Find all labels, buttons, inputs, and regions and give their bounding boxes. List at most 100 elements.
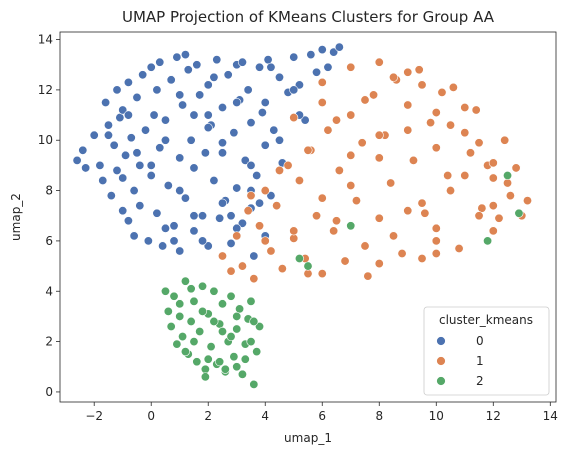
scatter-point-cluster-2 bbox=[235, 305, 243, 313]
x-tick-label: 14 bbox=[543, 409, 558, 423]
scatter-point-cluster-2 bbox=[233, 363, 241, 371]
scatter-point-cluster-0 bbox=[176, 247, 184, 255]
scatter-point-cluster-1 bbox=[375, 154, 383, 162]
scatter-point-cluster-0 bbox=[107, 191, 115, 199]
scatter-point-cluster-1 bbox=[438, 88, 446, 96]
scatter-point-cluster-1 bbox=[489, 227, 497, 235]
scatter-point-cluster-1 bbox=[418, 199, 426, 207]
scatter-point-cluster-1 bbox=[489, 201, 497, 209]
scatter-point-cluster-0 bbox=[224, 71, 232, 79]
y-tick-label: 10 bbox=[38, 133, 53, 147]
scatter-point-cluster-1 bbox=[426, 118, 434, 126]
scatter-point-cluster-1 bbox=[489, 174, 497, 182]
scatter-point-cluster-1 bbox=[290, 227, 298, 235]
scatter-point-cluster-2 bbox=[227, 292, 235, 300]
scatter-point-cluster-1 bbox=[478, 204, 486, 212]
scatter-point-cluster-0 bbox=[153, 209, 161, 217]
scatter-point-cluster-1 bbox=[432, 249, 440, 257]
scatter-point-cluster-2 bbox=[193, 358, 201, 366]
scatter-point-cluster-2 bbox=[247, 337, 255, 345]
scatter-point-cluster-2 bbox=[190, 297, 198, 305]
scatter-point-cluster-1 bbox=[358, 139, 366, 147]
scatter-point-cluster-0 bbox=[124, 78, 132, 86]
scatter-point-cluster-2 bbox=[195, 327, 203, 335]
scatter-point-cluster-0 bbox=[90, 131, 98, 139]
scatter-point-cluster-2 bbox=[198, 282, 206, 290]
scatter-point-cluster-1 bbox=[443, 171, 451, 179]
scatter-point-cluster-1 bbox=[449, 83, 457, 91]
scatter-point-cluster-2 bbox=[233, 312, 241, 320]
scatter-point-cluster-1 bbox=[466, 149, 474, 157]
scatter-point-cluster-2 bbox=[252, 347, 260, 355]
scatter-point-cluster-1 bbox=[404, 126, 412, 134]
scatter-point-cluster-1 bbox=[455, 244, 463, 252]
scatter-point-cluster-0 bbox=[250, 252, 258, 260]
scatter-point-cluster-1 bbox=[247, 191, 255, 199]
scatter-point-cluster-0 bbox=[119, 174, 127, 182]
scatter-point-cluster-1 bbox=[432, 144, 440, 152]
scatter-point-cluster-0 bbox=[270, 126, 278, 134]
scatter-point-cluster-2 bbox=[187, 285, 195, 293]
scatter-point-cluster-0 bbox=[176, 91, 184, 99]
scatter-point-cluster-1 bbox=[461, 103, 469, 111]
scatter-point-cluster-2 bbox=[483, 237, 491, 245]
scatter-point-cluster-1 bbox=[347, 151, 355, 159]
scatter-point-cluster-0 bbox=[255, 63, 263, 71]
y-tick-label: 8 bbox=[45, 184, 53, 198]
scatter-point-cluster-1 bbox=[512, 164, 520, 172]
scatter-point-cluster-0 bbox=[176, 186, 184, 194]
scatter-point-cluster-0 bbox=[218, 199, 226, 207]
scatter-point-cluster-0 bbox=[158, 242, 166, 250]
scatter-point-cluster-0 bbox=[218, 103, 226, 111]
scatter-point-cluster-0 bbox=[113, 86, 121, 94]
scatter-point-cluster-1 bbox=[295, 176, 303, 184]
legend-label-2: 2 bbox=[476, 374, 484, 388]
scatter-point-cluster-0 bbox=[261, 141, 269, 149]
scatter-point-cluster-1 bbox=[361, 242, 369, 250]
scatter-point-cluster-1 bbox=[312, 212, 320, 220]
scatter-point-cluster-1 bbox=[503, 179, 511, 187]
scatter-point-cluster-2 bbox=[221, 365, 229, 373]
scatter-point-cluster-0 bbox=[153, 86, 161, 94]
scatter-point-cluster-2 bbox=[218, 327, 226, 335]
scatter-point-cluster-1 bbox=[218, 252, 226, 260]
y-axis-label: umap_2 bbox=[9, 193, 23, 241]
legend-marker-1 bbox=[437, 357, 446, 366]
scatter-point-cluster-1 bbox=[389, 73, 397, 81]
scatter-point-cluster-0 bbox=[124, 217, 132, 225]
scatter-point-cluster-0 bbox=[147, 161, 155, 169]
scatter-point-cluster-1 bbox=[255, 222, 263, 230]
scatter-point-cluster-2 bbox=[181, 277, 189, 285]
scatter-point-cluster-0 bbox=[119, 207, 127, 215]
scatter-point-cluster-0 bbox=[210, 176, 218, 184]
scatter-point-cluster-2 bbox=[201, 373, 209, 381]
scatter-point-cluster-1 bbox=[335, 166, 343, 174]
scatter-point-cluster-1 bbox=[386, 179, 394, 187]
scatter-point-cluster-1 bbox=[361, 96, 369, 104]
scatter-point-cluster-1 bbox=[329, 227, 337, 235]
scatter-point-cluster-1 bbox=[332, 217, 340, 225]
scatter-point-cluster-0 bbox=[187, 136, 195, 144]
scatter-point-cluster-2 bbox=[210, 317, 218, 325]
scatter-point-cluster-2 bbox=[181, 347, 189, 355]
scatter-point-cluster-2 bbox=[176, 300, 184, 308]
scatter-point-cluster-1 bbox=[304, 269, 312, 277]
scatter-point-cluster-0 bbox=[164, 181, 172, 189]
scatter-point-cluster-0 bbox=[190, 164, 198, 172]
scatter-point-cluster-0 bbox=[264, 55, 272, 63]
scatter-point-cluster-2 bbox=[167, 322, 175, 330]
scatter-point-cluster-1 bbox=[404, 68, 412, 76]
scatter-point-cluster-1 bbox=[409, 156, 417, 164]
scatter-point-cluster-1 bbox=[233, 232, 241, 240]
scatter-point-cluster-2 bbox=[215, 358, 223, 366]
scatter-point-cluster-0 bbox=[167, 76, 175, 84]
scatter-point-cluster-2 bbox=[190, 337, 198, 345]
scatter-point-cluster-0 bbox=[101, 98, 109, 106]
scatter-point-cluster-0 bbox=[181, 50, 189, 58]
scatter-point-cluster-0 bbox=[261, 98, 269, 106]
scatter-point-cluster-0 bbox=[204, 81, 212, 89]
scatter-point-cluster-0 bbox=[204, 111, 212, 119]
scatter-point-cluster-2 bbox=[204, 355, 212, 363]
scatter-point-cluster-1 bbox=[318, 98, 326, 106]
